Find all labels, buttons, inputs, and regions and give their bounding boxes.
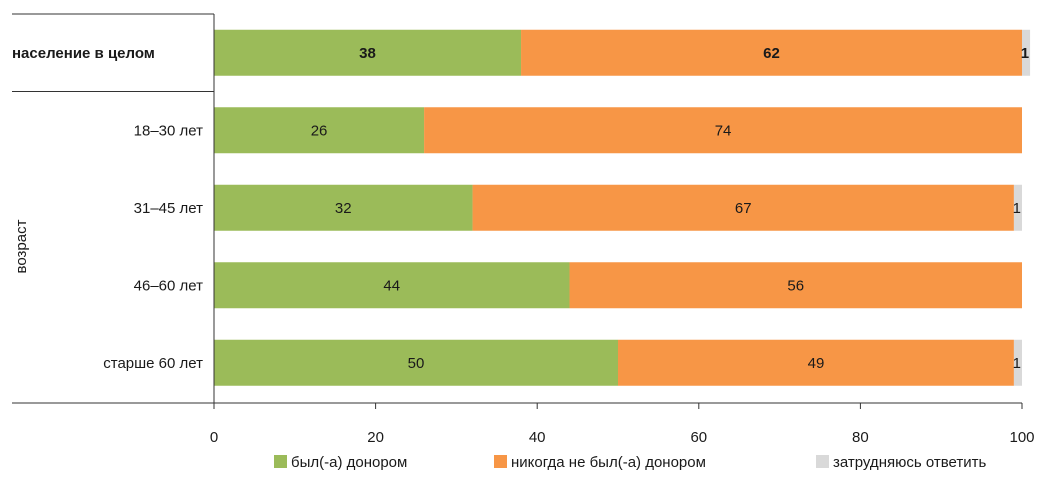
- data-label: 49: [808, 355, 825, 372]
- x-tick-label: 40: [529, 429, 546, 446]
- data-label: 62: [763, 45, 780, 62]
- x-tick-label: 20: [367, 429, 384, 446]
- data-label: 38: [359, 45, 376, 62]
- bar-segment: [424, 107, 1023, 154]
- bar-segment: [214, 107, 425, 154]
- bar-segment: [1013, 184, 1022, 231]
- bar-segment: [472, 184, 1014, 231]
- data-label: 50: [408, 355, 425, 372]
- data-label: 44: [383, 277, 400, 294]
- category-label: население в целом: [12, 45, 155, 62]
- bar-segment: [214, 339, 618, 386]
- bar-segment: [214, 29, 522, 76]
- data-label: 1: [1013, 200, 1021, 217]
- legend-swatch: [274, 455, 287, 468]
- bar-segment: [1022, 29, 1031, 76]
- legend-swatch: [816, 455, 829, 468]
- bar-segment: [1013, 339, 1022, 386]
- category-label: 46–60 лет: [134, 277, 203, 294]
- bar-segment: [569, 262, 1022, 309]
- data-label: 74: [715, 122, 732, 139]
- bar-segment: [214, 262, 570, 309]
- category-group-label: возраст: [13, 219, 30, 273]
- bar-segment: [618, 339, 1014, 386]
- bar-segment: [521, 29, 1022, 76]
- x-tick-label: 80: [852, 429, 869, 446]
- data-label: 26: [311, 122, 328, 139]
- data-label: 67: [735, 200, 752, 217]
- data-label: 1: [1021, 45, 1029, 62]
- data-label: 32: [335, 200, 352, 217]
- data-label: 1: [1013, 355, 1021, 372]
- x-tick-label: 60: [690, 429, 707, 446]
- legend-label: был(-а) донором: [291, 454, 407, 471]
- category-label: старше 60 лет: [103, 355, 203, 372]
- category-label: 31–45 лет: [134, 200, 203, 217]
- data-label: 56: [787, 277, 804, 294]
- legend-label: затрудняюсь ответить: [833, 454, 986, 471]
- legend-label: никогда не был(-а) донором: [511, 454, 706, 471]
- legend-swatch: [494, 455, 507, 468]
- category-label: 18–30 лет: [134, 122, 203, 139]
- x-tick-label: 100: [1009, 429, 1034, 446]
- x-tick-label: 0: [210, 429, 218, 446]
- bar-segment: [214, 184, 473, 231]
